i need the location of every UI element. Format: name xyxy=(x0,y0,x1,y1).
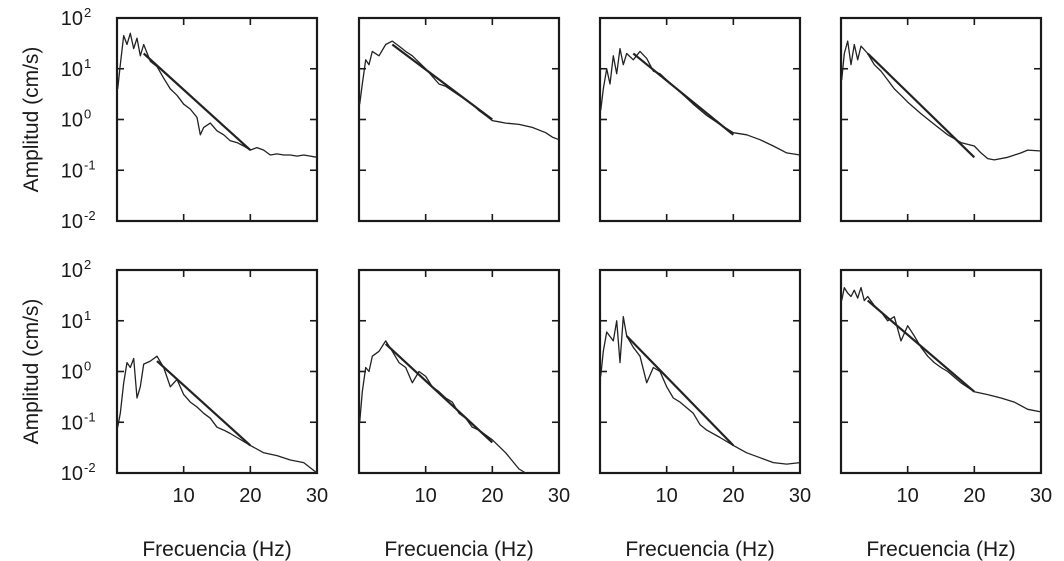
y-tick-exponent: 2 xyxy=(84,257,91,272)
y-tick-base: 10 xyxy=(61,260,83,282)
fit-line xyxy=(625,335,735,447)
spectrum-line xyxy=(600,316,801,465)
y-tick-label: 10 xyxy=(61,362,83,384)
x-tick-label: 10 xyxy=(415,485,437,507)
y-tick-exponent: -2 xyxy=(84,208,96,223)
spectrum-line xyxy=(117,32,318,158)
y-tick-base: 10 xyxy=(61,311,83,333)
y-tick-label: 10 xyxy=(61,160,83,182)
y-tick-exponent: -1 xyxy=(84,409,96,424)
y-tick-base: 10 xyxy=(61,8,83,30)
y-tick-label: 10 xyxy=(61,211,83,233)
y-tick-label: 10 xyxy=(61,260,83,282)
y-tick-label: 10 xyxy=(61,412,83,434)
x-axis-title: Frecuencia (Hz) xyxy=(866,538,1015,561)
x-axis-title: Frecuencia (Hz) xyxy=(384,538,533,561)
y-axis-title: Amplitud (cm/s) xyxy=(20,299,43,445)
spectrum-panel-2-4: 10 20 30 Frecuencia (Hz) xyxy=(839,268,1052,561)
x-tick-label: 10 xyxy=(897,485,919,507)
spectrum-line xyxy=(841,40,1042,161)
spectrum-line xyxy=(841,286,1042,413)
x-tick-label: 20 xyxy=(239,485,261,507)
fit-line xyxy=(391,43,493,121)
spectrum-line xyxy=(359,340,527,474)
spectrum-panel-1-2 xyxy=(357,16,561,223)
fit-line xyxy=(866,299,976,393)
spectrum-panel-1-4 xyxy=(839,16,1043,223)
spectrum-line xyxy=(359,40,560,141)
y-tick-exponent: -2 xyxy=(84,460,96,475)
x-tick-label: 30 xyxy=(1030,485,1052,507)
y-tick-exponent: 2 xyxy=(84,5,91,20)
y-tick-base: 10 xyxy=(61,211,83,233)
x-axis-title: Frecuencia (Hz) xyxy=(625,538,774,561)
x-tick-label: 10 xyxy=(656,485,678,507)
panel-frame xyxy=(598,268,802,475)
y-tick-base: 10 xyxy=(61,362,83,384)
y-tick-base: 10 xyxy=(61,110,83,132)
x-tick-label: 20 xyxy=(722,485,744,507)
panel-frame xyxy=(357,16,561,223)
x-axis-title: Frecuencia (Hz) xyxy=(142,538,291,561)
x-tick-label: 30 xyxy=(789,485,811,507)
y-tick-label: 10 xyxy=(61,8,83,30)
y-axis-title: Amplitud (cm/s) xyxy=(20,47,43,193)
fit-line xyxy=(142,52,252,151)
x-tick-label: 30 xyxy=(548,485,570,507)
fit-line xyxy=(632,52,734,136)
x-tick-label: 10 xyxy=(173,485,195,507)
y-tick-label: 10 xyxy=(61,110,83,132)
x-tick-label: 20 xyxy=(963,485,985,507)
spectrum-panel-1-3 xyxy=(598,16,802,223)
x-tick-label: 30 xyxy=(306,485,328,507)
panel-frame xyxy=(115,268,319,475)
y-tick-base: 10 xyxy=(61,412,83,434)
y-tick-label: 10 xyxy=(61,311,83,333)
spectrum-line xyxy=(600,47,801,156)
y-tick-exponent: 1 xyxy=(84,308,91,323)
y-tick-exponent: 0 xyxy=(84,107,91,122)
y-tick-label: 10 xyxy=(61,59,83,81)
fit-line xyxy=(156,360,252,447)
y-tick-base: 10 xyxy=(61,59,83,81)
spectrum-line xyxy=(117,355,318,474)
y-tick-label: 10 xyxy=(61,463,83,485)
y-tick-exponent: -1 xyxy=(84,157,96,172)
y-tick-base: 10 xyxy=(61,160,83,182)
x-tick-label: 20 xyxy=(481,485,503,507)
panel-frame xyxy=(598,16,802,223)
panel-frame xyxy=(839,16,1043,223)
spectrum-panel-2-2: 10 20 30 Frecuencia (Hz) xyxy=(357,268,570,561)
spectrum-panel-2-3: 10 20 30 Frecuencia (Hz) xyxy=(598,268,811,561)
y-tick-exponent: 1 xyxy=(84,56,91,71)
fit-line xyxy=(866,52,976,159)
y-tick-base: 10 xyxy=(61,463,83,485)
panel-frame xyxy=(357,268,561,475)
y-tick-exponent: 0 xyxy=(84,359,91,374)
fit-line xyxy=(384,343,494,444)
